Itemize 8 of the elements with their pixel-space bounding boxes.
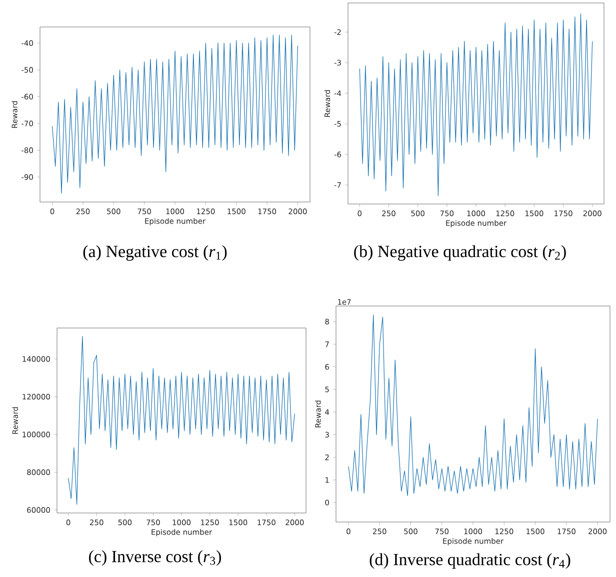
line-series (52, 34, 298, 194)
text: (c) Inverse cost (r$_{3}$) (89, 550, 221, 566)
line-series (359, 13, 593, 196)
text: (b) Negative quadratic cost (r$_{2}$) (354, 245, 566, 261)
line-series (68, 336, 295, 505)
text: (d) Inverse quadratic cost (r$_{4}$) (370, 553, 570, 569)
text: (a) Negative cost (r$_{1}$) (83, 245, 227, 261)
line-series (348, 314, 598, 496)
